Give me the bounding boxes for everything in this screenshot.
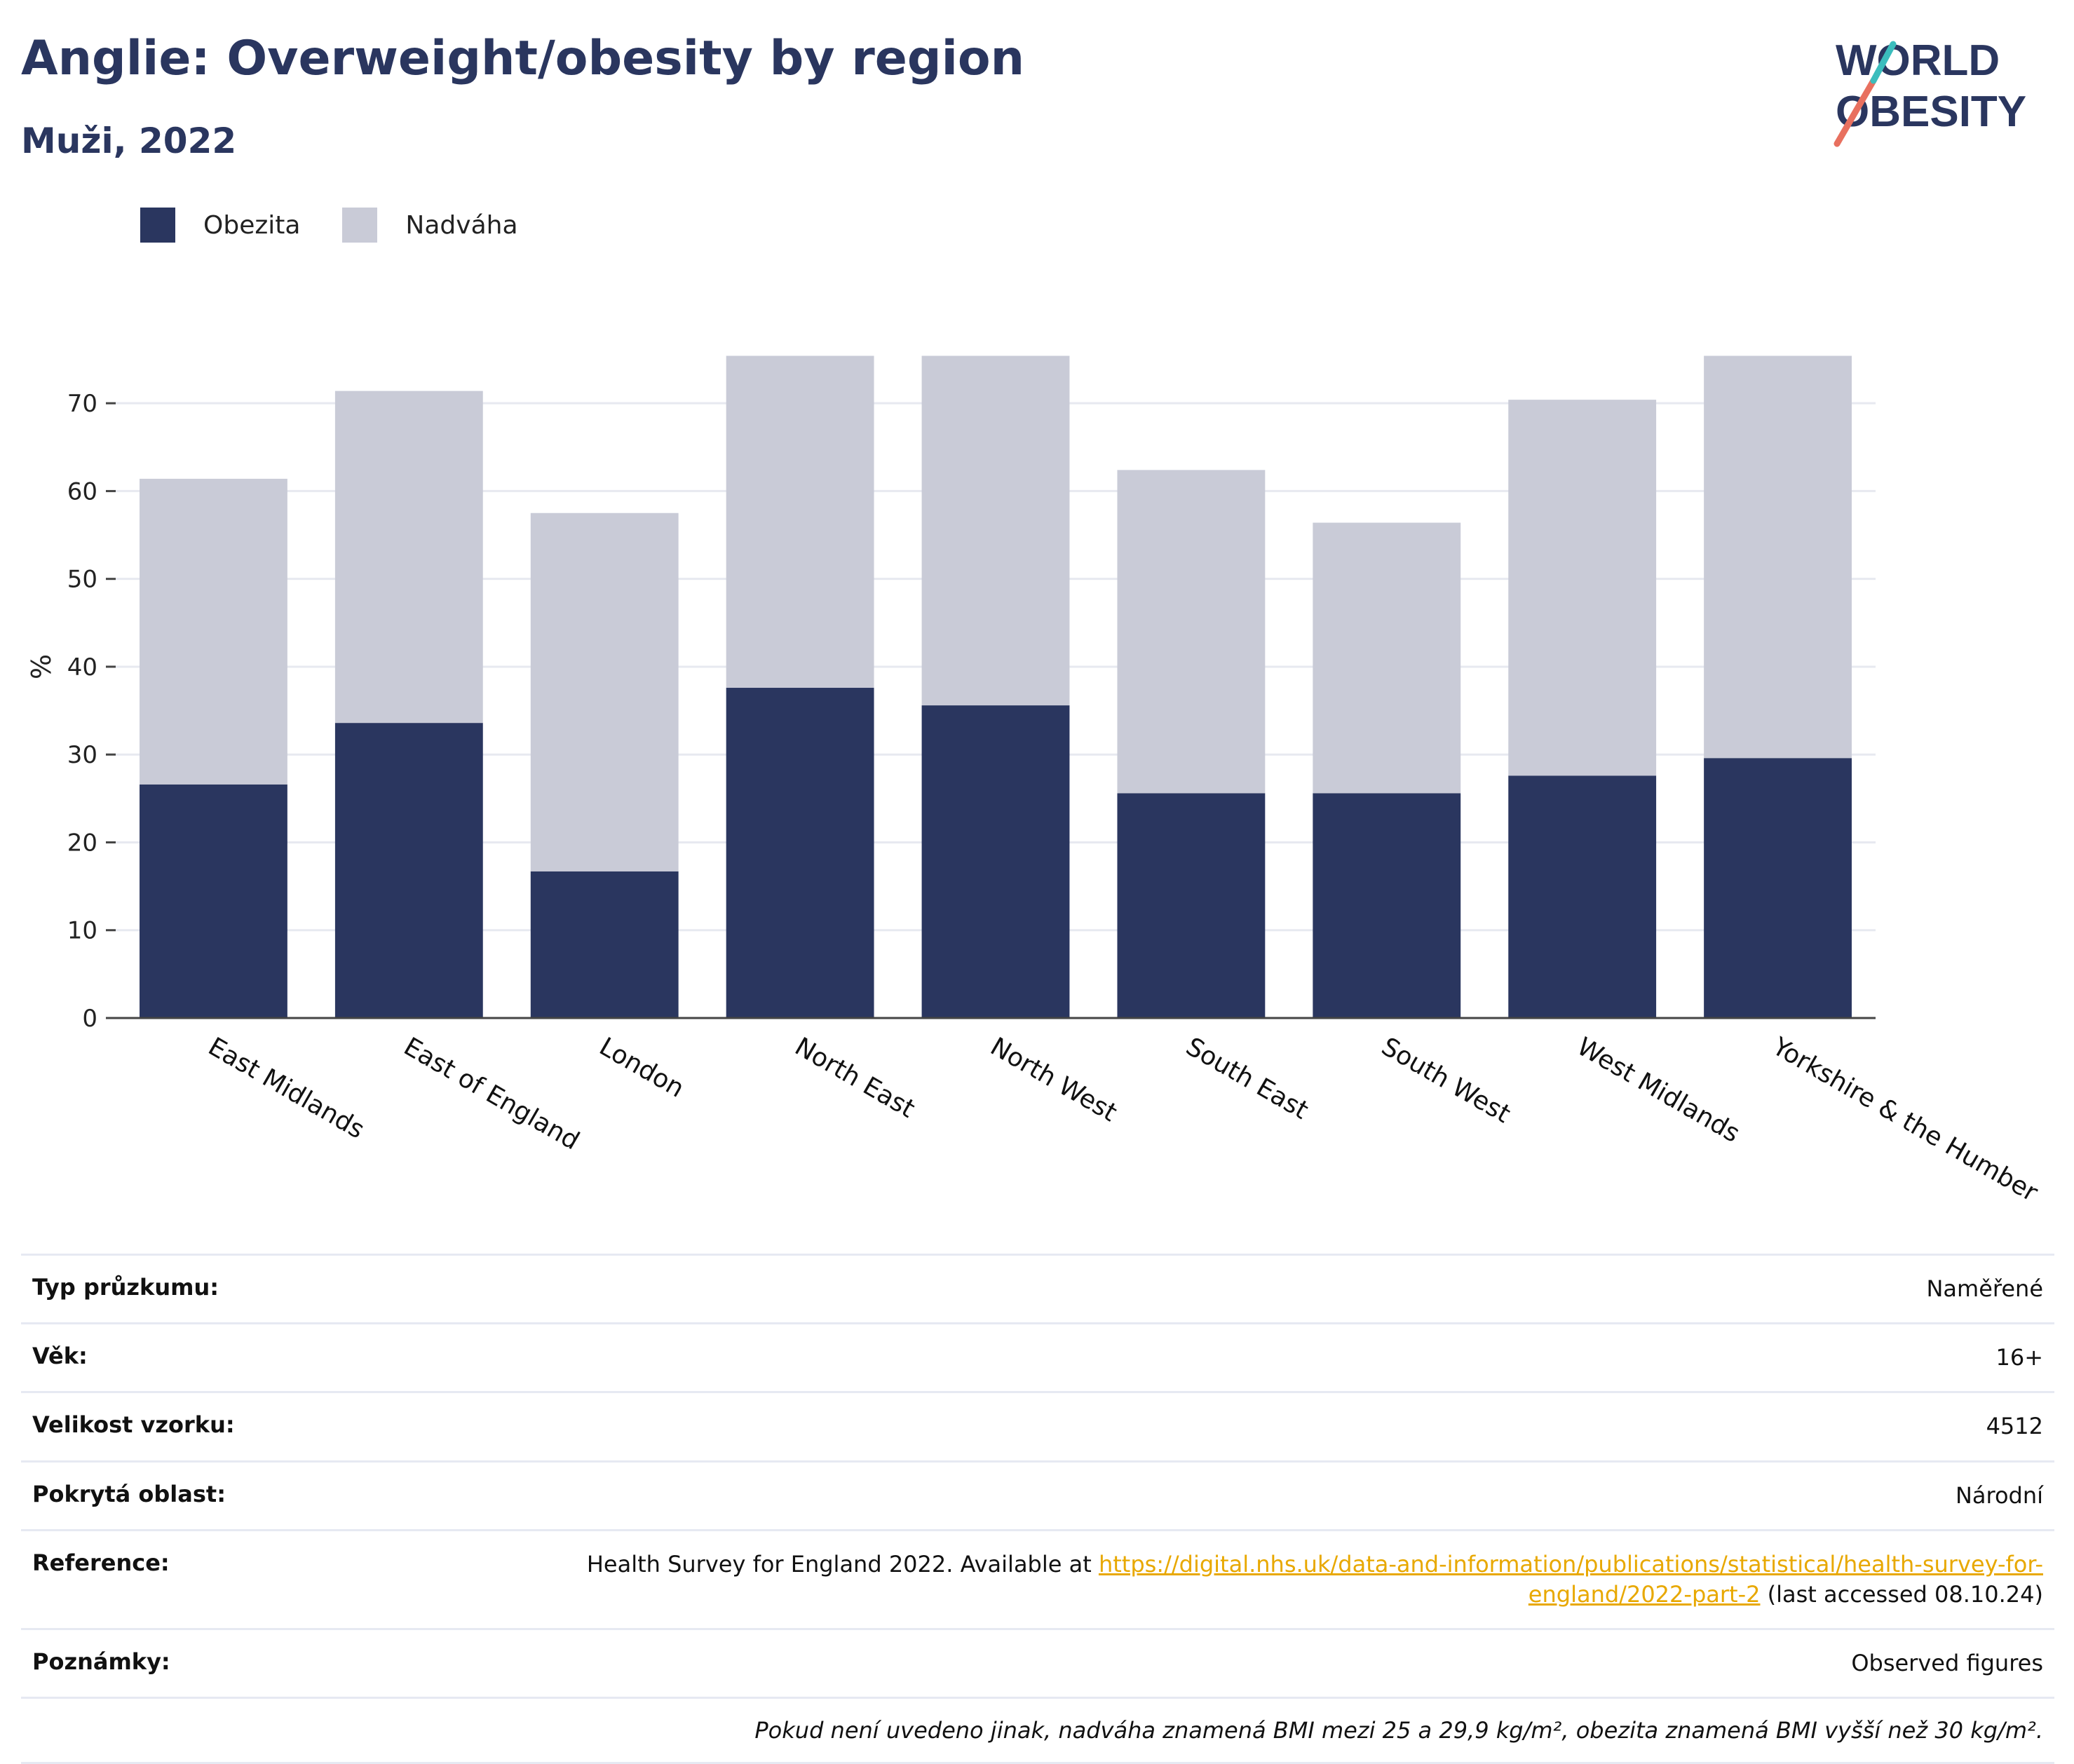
x-tick-label: East of England — [399, 1032, 584, 1155]
y-tick-label: 40 — [67, 653, 97, 681]
y-tick-label: 70 — [67, 390, 97, 418]
bar-obezita — [140, 784, 287, 1018]
legend-label-obezita: Obezita — [203, 210, 301, 240]
bar-obezita — [921, 705, 1070, 1018]
info-label: Typ průzkumu: — [32, 1274, 219, 1301]
x-tick-label: West Midlands — [1572, 1032, 1744, 1148]
bar-nadvaha — [140, 478, 287, 785]
bar-nadvaha — [1508, 400, 1657, 776]
bar-obezita — [1313, 793, 1461, 1018]
legend-item-nadvaha[interactable]: Nadváha — [342, 208, 518, 243]
x-tick-label: London — [595, 1032, 689, 1103]
info-row-survey-type: Typ průzkumu: Naměřené — [21, 1254, 2054, 1322]
y-tick-label: 10 — [67, 917, 97, 945]
bar-obezita — [1508, 775, 1657, 1018]
y-tick-label: 20 — [67, 829, 97, 857]
bar-obezita — [530, 871, 679, 1018]
bar-obezita — [334, 723, 483, 1018]
info-row-area: Pokrytá oblast: Národní — [21, 1460, 2054, 1529]
reference-link[interactable]: https://digital.nhs.uk/data-and-informat… — [1098, 1550, 2043, 1608]
x-tick-label: Yorkshire & the Humber — [1767, 1032, 2042, 1208]
bar-nadvaha — [726, 355, 874, 688]
legend-item-obezita[interactable]: Obezita — [140, 208, 300, 243]
info-value: 16+ — [1995, 1344, 2043, 1371]
x-tick-label: East Midlands — [203, 1032, 370, 1144]
y-axis-label: % — [26, 654, 57, 679]
info-value: Naměřené — [1926, 1275, 2043, 1302]
chart-title: Anglie: Overweight/obesity by region — [21, 31, 1025, 86]
info-row-notes: Poznámky: Observed figures — [21, 1628, 2054, 1697]
bar-obezita — [1117, 793, 1266, 1018]
x-tick-label: South West — [1376, 1032, 1515, 1129]
bar-obezita — [726, 688, 874, 1018]
info-label: Velikost vzorku: — [32, 1411, 235, 1439]
survey-info-table: Typ průzkumu: Naměřené Věk: 16+ Velikost… — [21, 1254, 2054, 1764]
y-tick-label: 30 — [67, 741, 97, 769]
footnote: Pokud není uvedeno jinak, nadváha znamen… — [21, 1697, 2054, 1764]
info-value: Národní — [1955, 1481, 2043, 1509]
x-tick-label: North West — [986, 1032, 1122, 1127]
reference-value: Health Survey for England 2022. Availabl… — [431, 1549, 2043, 1610]
x-tick-label: South East — [1181, 1032, 1313, 1125]
legend-label-nadvaha: Nadváha — [405, 210, 518, 240]
info-value: Observed figures — [1851, 1650, 2043, 1677]
info-row-reference: Reference: Health Survey for England 202… — [21, 1528, 2054, 1628]
reference-suffix: (last accessed 08.10.24) — [1760, 1580, 2043, 1608]
world-obesity-logo: WORLD OBESITY — [1834, 36, 2026, 147]
bar-obezita — [1704, 758, 1852, 1018]
bar-nadvaha — [921, 355, 1070, 706]
bar-nadvaha — [334, 391, 483, 724]
bar-nadvaha — [1704, 355, 1852, 759]
info-row-sample-size: Velikost vzorku: 4512 — [21, 1391, 2054, 1460]
y-tick-label: 50 — [67, 566, 97, 594]
stacked-bar-chart: 0 10 20 30 40 50 60 70% East Midlands East of Eng… — [26, 355, 2042, 1208]
bar-nadvaha — [1313, 522, 1461, 794]
info-label: Věk: — [32, 1343, 88, 1370]
bar-nadvaha — [530, 513, 679, 871]
chart-legend: Obezita Nadváha — [140, 208, 560, 243]
chart-subtitle: Muži, 2022 — [21, 121, 237, 161]
legend-swatch-nadvaha — [342, 208, 378, 243]
info-label: Reference: — [32, 1549, 170, 1576]
info-label: Pokrytá oblast: — [32, 1480, 226, 1507]
y-tick-label: 60 — [67, 477, 97, 506]
info-value: 4512 — [1986, 1413, 2043, 1440]
svg-text:WORLD: WORLD — [1836, 36, 2000, 85]
bar-nadvaha — [1117, 470, 1266, 794]
x-tick-label: North East — [790, 1032, 920, 1123]
info-row-age: Věk: 16+ — [21, 1322, 2054, 1391]
legend-swatch-obezita — [140, 208, 175, 243]
y-tick-label: 0 — [82, 1005, 97, 1033]
reference-prefix: Health Survey for England 2022. Availabl… — [586, 1550, 1099, 1578]
info-label: Poznámky: — [32, 1648, 170, 1676]
